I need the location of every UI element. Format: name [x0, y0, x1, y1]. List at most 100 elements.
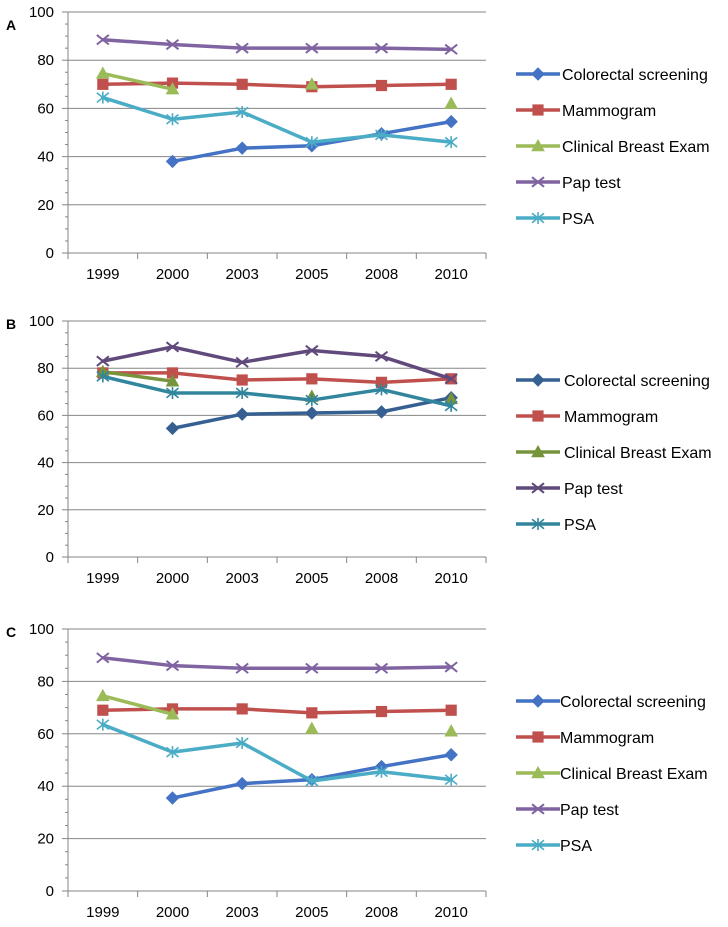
data-point: [304, 77, 319, 90]
y-tick-label: 80: [37, 360, 54, 377]
series-line-segment: [170, 663, 244, 671]
legend-label: Colorectal screening: [562, 67, 708, 84]
panel-label: B: [6, 316, 16, 332]
series-mammogram: [97, 703, 457, 719]
data-point: [374, 350, 389, 362]
data-point: [236, 374, 248, 386]
legend-item: PSA: [516, 517, 596, 534]
series-pap-test: [96, 34, 458, 55]
series-line-segment: [101, 374, 175, 395]
series-psa: [96, 91, 458, 149]
legend-label: Clinical Breast Exam: [562, 139, 710, 156]
legend-marker: [531, 839, 545, 851]
x-tick-label: 2005: [295, 570, 328, 587]
y-tick-label: 60: [37, 726, 54, 743]
legend-label: PSA: [564, 517, 596, 534]
data-point: [305, 344, 319, 357]
series-line-segment: [170, 345, 244, 365]
series-line-segment: [310, 764, 384, 782]
data-point: [444, 773, 458, 786]
series-line-segment: [101, 694, 175, 716]
x-tick-label: 2003: [225, 904, 258, 921]
series-line-segment: [379, 387, 453, 408]
y-tick-label: 60: [37, 407, 54, 424]
data-point: [235, 736, 249, 749]
x-tick-label: 2010: [434, 266, 467, 283]
legend-label: PSA: [562, 211, 594, 228]
data-point: [444, 136, 458, 149]
series-pap-test: [96, 652, 458, 674]
legend-item: Pap test: [516, 175, 621, 192]
data-point: [375, 79, 388, 92]
x-tick-label: 2000: [156, 266, 189, 283]
x-tick-label: 1999: [86, 266, 119, 283]
legend-marker: [531, 482, 545, 494]
legend-label: Pap test: [560, 802, 619, 819]
series-line-segment: [240, 110, 314, 144]
x-tick-label: 2008: [365, 266, 398, 283]
legend-marker: [531, 803, 545, 815]
data-point: [166, 386, 179, 399]
data-point: [444, 748, 458, 762]
data-point: [235, 106, 249, 119]
legend-item: PSA: [516, 211, 594, 228]
legend-label: Clinical Breast Exam: [564, 445, 712, 462]
x-tick-label: 2000: [156, 904, 189, 921]
data-point: [235, 356, 249, 368]
data-point: [304, 721, 319, 734]
series-line-segment: [101, 369, 175, 383]
data-point: [96, 652, 110, 664]
series-line-segment: [240, 377, 314, 382]
data-point: [374, 662, 389, 674]
x-tick-label: 2003: [225, 266, 258, 283]
series-line-segment: [310, 410, 384, 415]
series-line-segment: [379, 119, 453, 136]
data-point: [375, 128, 388, 141]
y-tick-label: 80: [37, 52, 54, 69]
y-tick-label: 0: [46, 883, 54, 900]
legend-item: Colorectal screening: [516, 373, 710, 390]
data-point: [165, 421, 180, 436]
series-line-segment: [310, 387, 384, 402]
legend-label: Clinical Breast Exam: [560, 766, 708, 783]
data-point: [236, 78, 248, 90]
x-tick-label: 2005: [295, 266, 328, 283]
series-line-segment: [310, 770, 384, 783]
data-point: [235, 141, 249, 155]
series-line-segment: [379, 665, 453, 671]
series-clinical-breast-exam: [95, 688, 459, 737]
series-line-segment: [101, 95, 175, 121]
legend-item: Mammogram: [516, 103, 656, 120]
y-tick-label: 0: [46, 245, 54, 262]
x-tick-label: 2003: [225, 570, 258, 587]
y-tick-label: 80: [37, 673, 54, 690]
data-point: [96, 718, 110, 731]
series-line-segment: [310, 133, 384, 144]
legend-marker: [532, 731, 544, 743]
legend-item: Clinical Breast Exam: [516, 138, 710, 156]
data-point: [165, 791, 180, 805]
legend-label: Colorectal screening: [564, 373, 710, 390]
data-point: [235, 776, 249, 791]
y-tick-label: 60: [37, 100, 54, 117]
series-line-segment: [240, 777, 314, 786]
x-tick-label: 2000: [156, 570, 189, 587]
data-point: [306, 373, 318, 385]
series-line-segment: [101, 37, 175, 47]
series-line-segment: [240, 411, 314, 416]
series-line-segment: [240, 144, 314, 150]
chart-panel-b: B 0 20 40 60 80 100 1999 2000 2003 2005 2008 2010 Col…: [6, 313, 712, 587]
legend-marker: [531, 67, 545, 81]
series-line-segment: [310, 709, 384, 715]
data-point: [444, 43, 458, 55]
legend-item: Clinical Breast Exam: [516, 444, 712, 462]
data-point: [95, 66, 110, 79]
data-point: [166, 113, 179, 126]
data-point: [96, 91, 110, 104]
series-clinical-breast-exam: [95, 66, 459, 109]
legend-label: Mammogram: [564, 409, 658, 426]
data-point: [444, 96, 459, 109]
legend-label: Mammogram: [562, 103, 656, 120]
legend-marker: [531, 176, 545, 188]
legend-item: PSA: [516, 838, 592, 855]
